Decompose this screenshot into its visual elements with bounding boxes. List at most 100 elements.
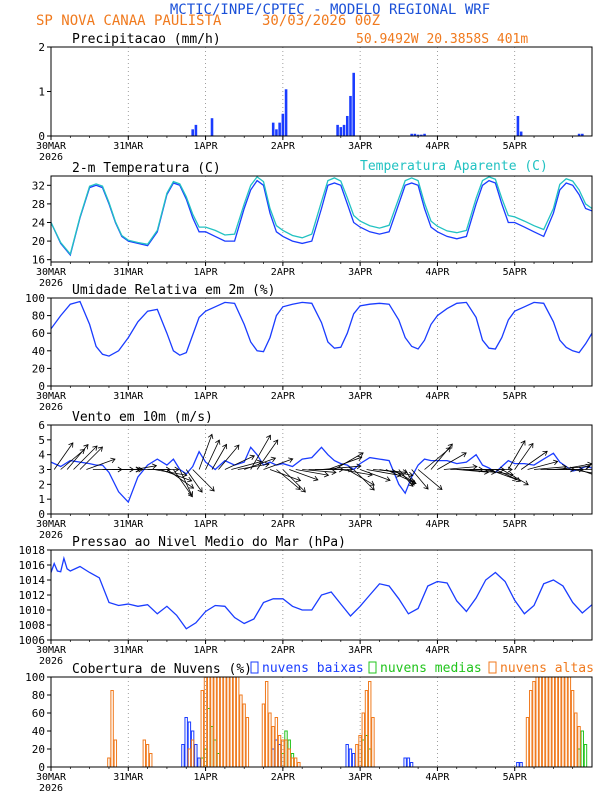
wind-arrow <box>495 469 522 483</box>
wind-arrow-shaft <box>86 458 116 470</box>
x-tick-label: 30MAR <box>36 267 67 278</box>
plot-area-rh <box>51 300 592 357</box>
wind-arrow-shaft <box>211 444 227 470</box>
x-tick-label: 3APR <box>348 772 373 783</box>
wind-arrow <box>443 464 478 470</box>
legend-item-1: nuvens medias <box>380 661 482 676</box>
wind-arrow-head <box>602 476 607 481</box>
wind-arrow-head <box>197 487 203 493</box>
wind-arrow-head <box>234 444 240 450</box>
wind-arrow <box>60 449 86 470</box>
x-tick-label: 3APR <box>348 519 373 530</box>
wind-arrow-head <box>408 481 414 487</box>
wind-arrow-shaft <box>321 465 361 470</box>
wind-arrow-shaft <box>456 469 489 473</box>
wind-arrow-head <box>92 445 98 451</box>
wind-arrow <box>527 459 559 470</box>
x-tick-label: 30MAR <box>36 519 67 530</box>
panel-frame-clouds <box>50 676 593 768</box>
y-tick-label: 32 <box>32 179 45 192</box>
y-tick-label: 20 <box>32 743 45 756</box>
wind-arrow-head <box>542 450 548 456</box>
wind-arrow <box>179 469 194 497</box>
y-tick-label: 16 <box>32 254 45 267</box>
wind-arrow <box>218 444 240 470</box>
wind-arrow <box>417 469 443 490</box>
wind-arrow-head <box>331 469 337 475</box>
x-tick-label: 4APR <box>425 141 450 152</box>
bar-precip-0 <box>210 118 214 136</box>
bar-precip-0 <box>349 95 352 136</box>
wind-arrow <box>334 452 364 470</box>
y-tick-label: 100 <box>25 292 45 305</box>
bar-clouds-0 <box>519 762 523 767</box>
y-tick-label: 1010 <box>19 604 46 617</box>
bar-clouds-2 <box>361 712 365 767</box>
panel-title-clouds: Cobertura de Nuvens (%) <box>72 662 252 677</box>
wind-arrow-head <box>515 476 522 483</box>
wind-arrow <box>340 469 373 478</box>
wind-arrow-head <box>68 442 74 448</box>
wind-arrow-shaft <box>173 469 193 497</box>
wind-arrow-shaft <box>591 468 592 470</box>
wind-arrow-head <box>97 446 104 452</box>
y-tick-label: 40 <box>32 725 45 738</box>
wind-arrow-head <box>607 447 611 452</box>
wind-arrow-shaft <box>134 465 157 470</box>
wind-arrow <box>437 452 467 470</box>
bar-clouds-0 <box>197 757 201 767</box>
wind-arrow-shaft <box>385 469 417 484</box>
wind-arrow-shaft <box>244 457 276 470</box>
panel-temp: 16 20 24 28 32 30MAR 31MAR 1APR 2APR 3APR 4APR 5APR… <box>32 159 593 289</box>
y-tick-label: 80 <box>32 310 45 323</box>
y-tick-label: 4 <box>38 449 45 462</box>
wind-arrow <box>244 456 277 470</box>
wind-arrow-head <box>423 484 429 490</box>
wind-arrow-head <box>174 466 180 473</box>
x-tick-label: 1APR <box>194 772 219 783</box>
wind-arrow-head <box>596 471 600 476</box>
y-tick-label: 1008 <box>19 619 46 632</box>
wind-arrow-head <box>528 442 534 449</box>
x-tick-label: 1APR <box>194 519 219 530</box>
wind-arrow-head <box>472 464 478 470</box>
wind-arrow-shaft <box>559 463 592 470</box>
x-tick-label: 1APR <box>194 645 219 656</box>
y-tick-label: 2 <box>38 41 45 54</box>
header-datetime: 30/03/2026 00Z <box>262 13 380 29</box>
x-tick-label: 4APR <box>425 772 450 783</box>
bar-clouds-2 <box>561 677 565 767</box>
bar-precip-0 <box>281 113 285 136</box>
wind-arrow <box>295 469 330 478</box>
wind-arrow-shaft <box>398 469 414 487</box>
x-tick-label: 5APR <box>503 391 528 402</box>
bar-clouds-2 <box>149 753 153 767</box>
wind-arrow-shaft <box>520 450 548 470</box>
panel-clouds: 0 20 40 60 80 100 30MAR 31MAR 1APR 2APR 3APR 4APR 5A… <box>25 661 594 792</box>
series-line-pres-0 <box>51 555 592 630</box>
bar-clouds-2 <box>187 748 192 767</box>
y-tick-label: 20 <box>32 235 45 248</box>
x-tick-label: 5APR <box>503 141 528 152</box>
bar-clouds-2 <box>245 717 250 767</box>
wind-arrow-shaft <box>79 446 103 470</box>
wind-arrow-head <box>188 483 195 489</box>
wind-arrow <box>73 445 98 470</box>
panel-title-wind: Vento em 10m (m/s) <box>72 410 213 425</box>
header-location: SP NOVA CANAA PAULISTA <box>36 13 222 29</box>
wind-arrow-head <box>295 484 301 490</box>
bar-clouds-2 <box>200 690 204 767</box>
wind-arrow-shaft <box>276 469 301 490</box>
bar-clouds-2 <box>261 703 266 767</box>
bar-clouds-2 <box>541 677 546 767</box>
y-tick-label: 28 <box>32 198 45 211</box>
y-tick-label: 2 <box>38 478 45 491</box>
wind-arrow-head <box>209 486 215 492</box>
wind-arrow-shaft <box>282 469 306 493</box>
wind-arrow-head <box>249 454 256 460</box>
panel-title-pres: Pressao ao Nivel Medio do Mar (hPa) <box>72 535 346 550</box>
y-tick-label: 1012 <box>19 589 46 602</box>
y-tick-label: 1014 <box>19 574 46 587</box>
